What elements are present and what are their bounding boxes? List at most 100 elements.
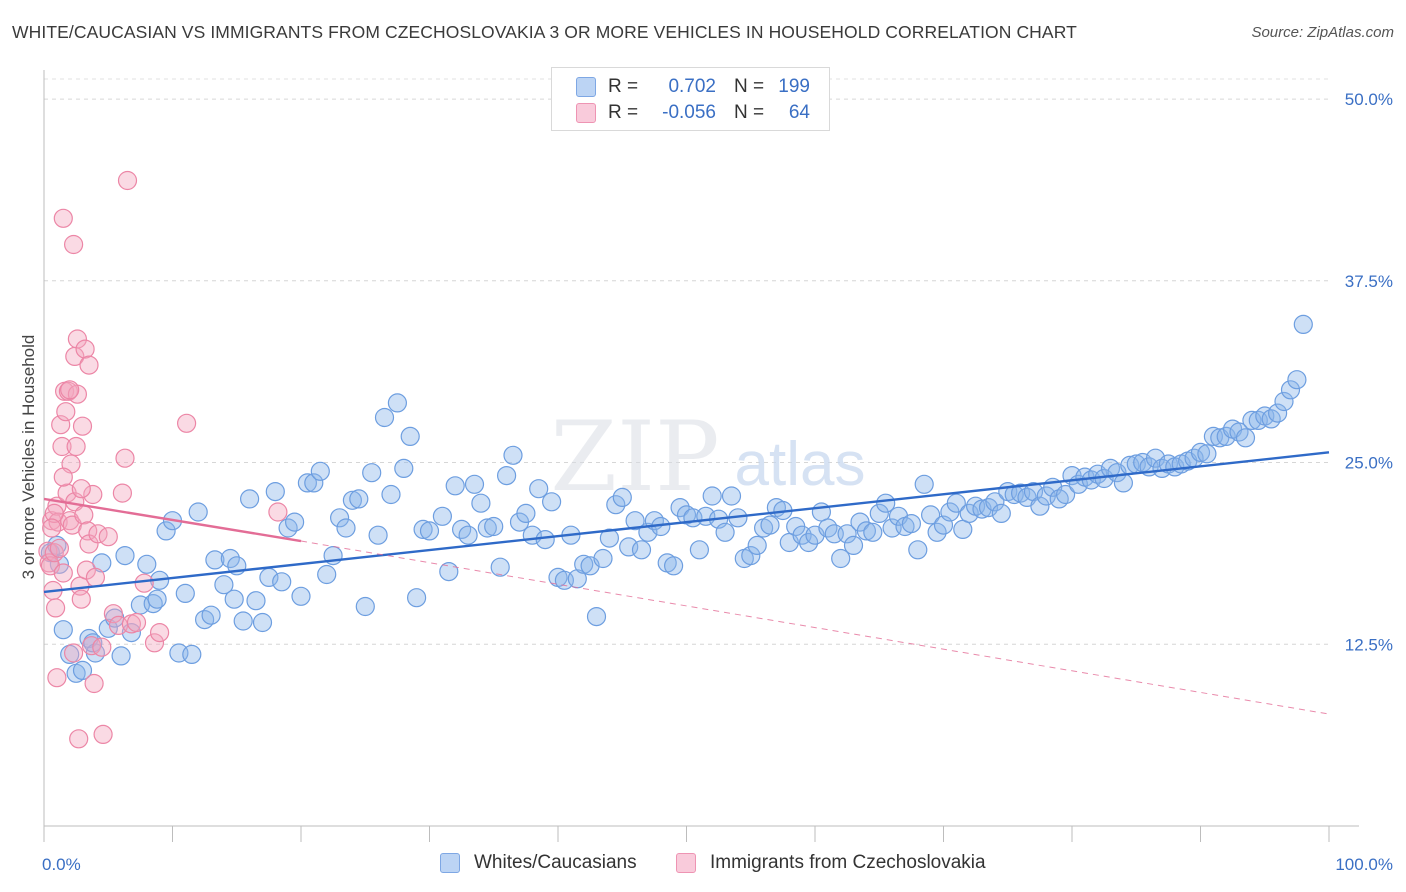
point-whites	[304, 473, 324, 493]
point-whites	[503, 445, 523, 465]
point-whites	[368, 525, 388, 545]
point-whites	[702, 486, 722, 506]
point-whites	[214, 575, 234, 595]
point-czech	[134, 573, 154, 593]
point-whites	[53, 620, 73, 640]
point-whites	[741, 545, 761, 566]
point-czech	[63, 234, 84, 255]
point-whites	[497, 466, 517, 486]
point-czech	[74, 505, 94, 525]
legend-label-czech: Immigrants from Czechoslovakia	[710, 852, 986, 873]
point-whites	[920, 505, 941, 525]
point-whites	[535, 529, 555, 550]
legend-row-czech: R = -0.056 N = 64	[576, 100, 810, 126]
point-czech	[150, 622, 170, 643]
point-whites	[362, 463, 382, 483]
point-whites	[233, 611, 253, 631]
point-czech	[52, 436, 72, 457]
y-tick-label: 50.0%	[1345, 90, 1393, 109]
point-whites	[342, 490, 362, 510]
point-czech	[98, 527, 118, 547]
point-whites	[182, 644, 202, 665]
point-whites	[574, 554, 594, 574]
stats-legend: R = 0.702 N = 199 R = -0.056 N = 64	[551, 67, 830, 131]
point-whites	[188, 502, 208, 522]
legend-r-label: R =	[608, 76, 639, 97]
y-tick-label: 25.0%	[1345, 454, 1393, 473]
point-czech	[42, 518, 62, 538]
point-czech	[79, 355, 99, 375]
point-whites	[205, 550, 225, 570]
point-czech	[85, 567, 106, 588]
legend-item-whites: Whites/Caucasians	[440, 852, 637, 874]
point-whites	[1197, 444, 1217, 464]
point-whites	[914, 474, 934, 494]
point-whites	[484, 516, 504, 537]
point-whites	[220, 548, 240, 569]
legend-r-label: R =	[608, 102, 639, 123]
y-tick-label: 37.5%	[1345, 272, 1393, 291]
point-whites	[798, 532, 819, 553]
point-czech	[66, 436, 86, 457]
point-whites	[317, 564, 337, 585]
point-whites	[663, 556, 684, 576]
watermark-zip: ZIP	[550, 401, 719, 513]
point-czech	[53, 467, 73, 487]
point-whites	[516, 503, 536, 524]
point-whites	[1190, 442, 1211, 462]
point-whites	[901, 513, 922, 534]
point-whites	[689, 540, 710, 560]
point-czech	[47, 668, 67, 688]
point-whites	[297, 473, 317, 493]
point-whites	[265, 482, 285, 502]
point-whites	[856, 521, 877, 541]
legend-item-czech: Immigrants from Czechoslovakia	[676, 852, 986, 874]
point-czech	[93, 724, 113, 745]
point-whites	[837, 524, 857, 544]
legend-r-value: -0.056	[662, 102, 716, 123]
point-whites	[1216, 426, 1236, 446]
point-whites	[1055, 484, 1076, 505]
point-whites	[876, 493, 896, 513]
point-whites	[310, 461, 330, 481]
point-whites	[490, 557, 510, 577]
point-czech	[117, 170, 138, 191]
point-whites	[1267, 403, 1288, 423]
legend-swatch-pink	[576, 103, 596, 123]
point-whites	[1235, 428, 1256, 448]
point-whites	[72, 660, 93, 681]
point-whites	[1293, 314, 1313, 334]
point-whites	[147, 589, 167, 609]
point-czech	[49, 538, 70, 558]
point-czech	[53, 208, 73, 228]
point-whites	[612, 487, 632, 507]
data-points	[38, 170, 1313, 749]
point-whites	[869, 503, 889, 524]
point-whites	[747, 535, 767, 556]
point-whites	[413, 519, 433, 540]
point-czech	[71, 479, 91, 499]
point-whites	[387, 393, 407, 413]
trend-line-whites	[43, 451, 1330, 594]
source-label: Source: ZipAtlas.com	[1251, 24, 1394, 41]
point-whites	[670, 498, 690, 518]
point-czech	[81, 636, 102, 656]
legend-swatch-pink	[676, 853, 696, 873]
point-whites	[240, 489, 260, 509]
point-whites	[946, 493, 966, 513]
x-tick-label-right: 100.0%	[1335, 855, 1393, 874]
point-whites	[201, 605, 221, 625]
point-czech	[75, 339, 95, 359]
point-czech	[63, 643, 84, 663]
point-whites	[285, 512, 305, 532]
chart-title: WHITE/CAUCASIAN VS IMMIGRANTS FROM CZECH…	[12, 22, 1077, 42]
point-whites	[529, 479, 549, 499]
point-czech	[83, 484, 103, 505]
point-whites	[477, 518, 497, 538]
point-whites	[330, 508, 350, 528]
point-whites	[593, 548, 613, 569]
watermark-atlas: atlas	[735, 430, 866, 499]
point-whites	[991, 503, 1011, 524]
trend-line-czech-extension	[300, 540, 1330, 715]
